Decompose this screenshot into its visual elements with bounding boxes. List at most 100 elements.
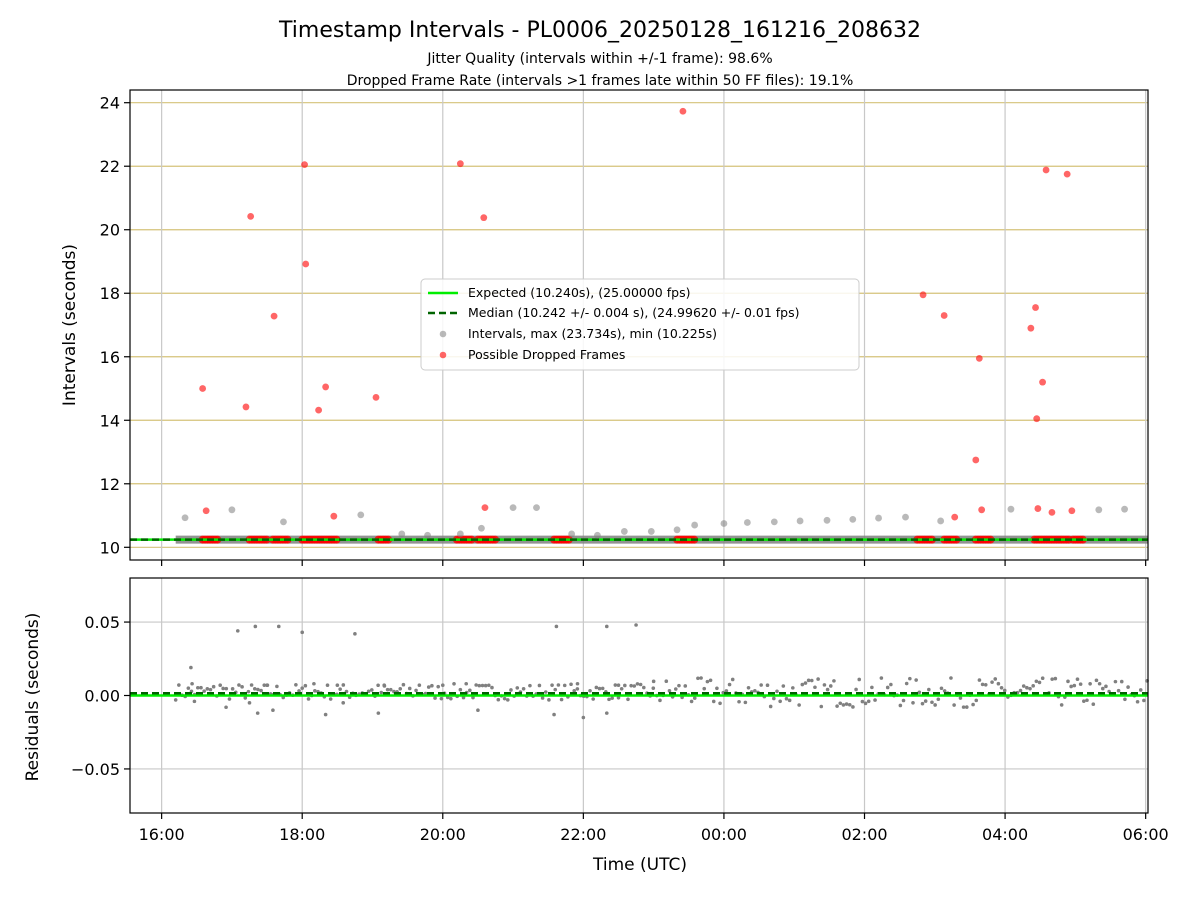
residual-point [436, 684, 441, 689]
residual-point [908, 676, 912, 681]
residual-point [312, 681, 316, 686]
residual-point [341, 701, 346, 705]
residual-point [977, 678, 982, 682]
residual-point [797, 703, 801, 707]
residual-point [885, 685, 890, 690]
residual-point [502, 696, 507, 701]
x-tick-label: 18:00 [279, 825, 325, 844]
residual-point [635, 682, 640, 686]
residual-point [1069, 684, 1073, 689]
residual-point [379, 690, 384, 695]
residual-point [275, 684, 279, 689]
residual-point [832, 679, 836, 683]
dropped-frame-point [919, 291, 927, 299]
x-tick-label: 16:00 [139, 825, 185, 844]
interval-point [902, 513, 909, 521]
interval-point [673, 526, 681, 534]
residual-point [335, 683, 340, 688]
legend-expected-label: Expected (10.240s), (25.00000 fps) [468, 285, 690, 300]
residual-point [1075, 677, 1080, 681]
dropped-frame-point [301, 161, 308, 169]
residual-point [313, 689, 317, 693]
residual-point [873, 698, 877, 702]
residual-point [1135, 699, 1140, 704]
x-axis-label: Time (UTC) [592, 855, 687, 875]
legend-dropped-label: Possible Dropped Frames [468, 347, 625, 362]
intervals-y-tick-label: 16 [100, 348, 120, 367]
residual-point [224, 705, 228, 710]
residual-point [949, 676, 953, 680]
residual-point [854, 687, 858, 692]
residual-point [942, 689, 947, 693]
residual-point [376, 683, 380, 688]
interval-point [743, 519, 751, 526]
residual-point [863, 701, 868, 706]
dropped-frame-point [247, 212, 255, 220]
residual-point [562, 683, 567, 688]
interval-point [1007, 505, 1015, 513]
residual-point [996, 681, 1001, 686]
residual-point [297, 689, 301, 693]
residual-point [851, 705, 855, 709]
residual-point [177, 683, 181, 687]
residual-point [683, 684, 688, 688]
residual-point [844, 702, 849, 706]
residual-point [515, 686, 520, 690]
intervals-y-tick-label: 14 [100, 411, 120, 430]
residual-point [414, 688, 418, 693]
interval-point [647, 528, 655, 535]
residual-point [1082, 699, 1086, 703]
residual-point [999, 686, 1004, 690]
residual-point [677, 683, 681, 688]
residual-point [581, 715, 586, 720]
residual-point [237, 683, 241, 687]
dropped-frame-point [1063, 170, 1071, 178]
interval-point [478, 524, 485, 532]
interval-point [533, 504, 540, 512]
dropped-frame-point [199, 385, 207, 392]
residual-point [474, 683, 478, 687]
residual-point [543, 690, 548, 694]
residuals-y-tick-label: 0.00 [84, 687, 120, 706]
residual-point [553, 687, 558, 692]
residual-point [983, 683, 988, 687]
dropped-frame-point [270, 312, 278, 320]
residual-point [173, 698, 178, 702]
residual-point [857, 677, 862, 682]
interval-point [796, 517, 804, 525]
residual-point [227, 697, 232, 701]
residual-point [911, 700, 915, 705]
intervals-y-tick-label: 18 [100, 284, 120, 303]
residual-point [572, 688, 577, 693]
residual-point [743, 700, 748, 705]
residual-point [1040, 676, 1045, 681]
residual-point [1025, 685, 1029, 690]
residual-point [692, 696, 697, 700]
residual-point [917, 690, 922, 695]
residual-point [205, 687, 210, 691]
dropped-frame-point [975, 354, 983, 362]
intervals-y-tick-label: 20 [100, 221, 120, 240]
residual-point [208, 687, 213, 692]
dropped-frame-point [1039, 378, 1046, 386]
residual-point [575, 687, 580, 691]
residual-point [341, 683, 346, 687]
residual-point [607, 697, 611, 702]
residual-point [718, 701, 722, 706]
interval-point [181, 514, 189, 522]
residual-point [306, 697, 311, 701]
residual-point [990, 680, 994, 684]
residual-point [974, 698, 979, 703]
interval-point [823, 516, 831, 524]
dropped-frame-point [456, 160, 464, 168]
residual-point [898, 703, 903, 708]
interval-point [280, 518, 287, 526]
residual-point [768, 704, 773, 709]
residual-point [439, 696, 444, 701]
residual-point [1059, 703, 1064, 707]
interval-point [568, 530, 576, 538]
residual-point [629, 683, 633, 688]
residual-point [186, 686, 191, 690]
interval-point [770, 518, 778, 526]
residual-point [971, 702, 975, 707]
